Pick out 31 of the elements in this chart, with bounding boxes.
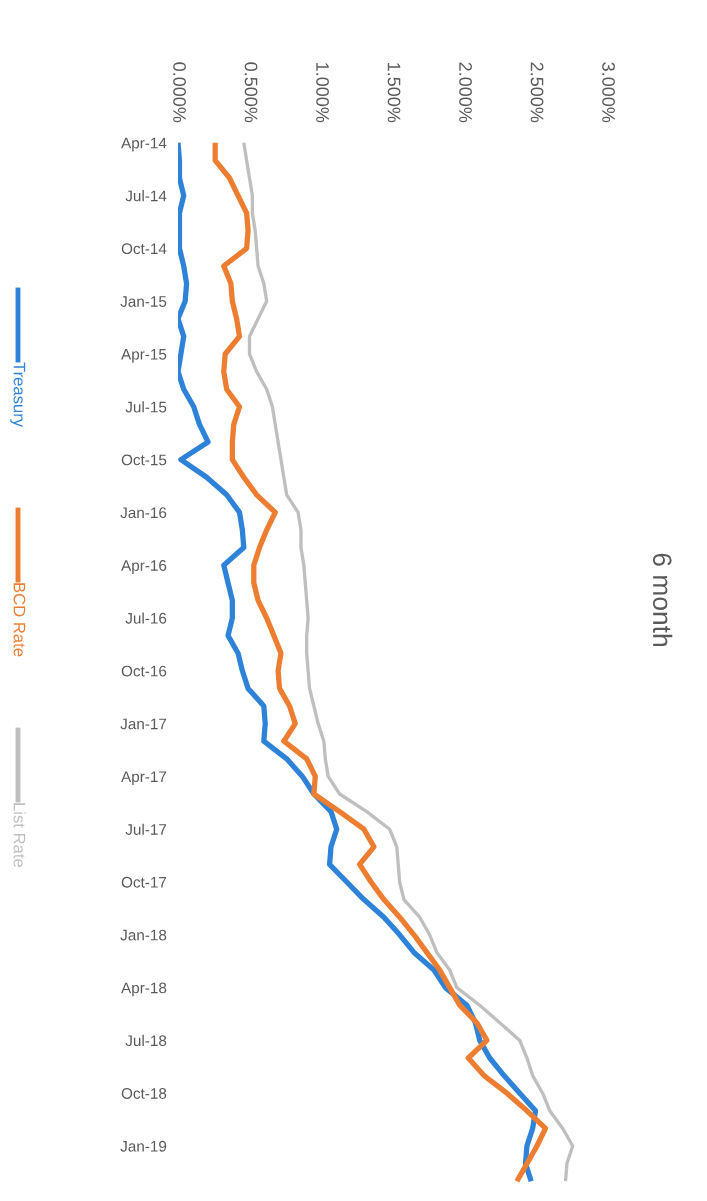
y-tick-label: Jan-19	[120, 1140, 167, 1152]
text: 6 month	[652, 553, 673, 646]
x-tick-label: 2.500%	[530, 62, 544, 123]
y-tick-label: Jul-17	[125, 823, 167, 835]
x-tick-label: 0.000%	[173, 62, 186, 123]
x-tick-label: 1.000%	[316, 63, 329, 123]
y-tick-label: Apr-14	[121, 137, 167, 152]
y-tick-label: Apr-16	[121, 560, 167, 574]
y-tick-label: Oct-14	[121, 243, 167, 255]
y-tick-label: Apr-15	[121, 349, 167, 363]
y-tick-label: Jan-18	[120, 929, 167, 941]
x-tick-label: 2.000%	[459, 62, 472, 123]
y-tick-label: Jul-16	[125, 612, 167, 624]
y-tick-label: Jan-17	[120, 718, 167, 730]
y-tick-label: Jul-15	[125, 401, 167, 413]
text: BCD Rate	[13, 583, 26, 657]
y-tick-label: Jul-14	[125, 190, 167, 202]
y-tick-label: Jan-15	[120, 296, 167, 307]
x-tick-label: 1.500%	[387, 63, 401, 123]
y-tick-label: Apr-18	[121, 982, 167, 997]
y-tick-label: Jul-18	[125, 1034, 167, 1047]
y-tick-label: Oct-15	[121, 454, 167, 466]
x-tick-label: 3.000%	[602, 62, 615, 123]
y-tick-label: Oct-17	[121, 876, 167, 888]
y-tick-label: Oct-16	[121, 665, 167, 677]
y-tick-label: Apr-17	[121, 771, 167, 786]
text: Treasury	[10, 362, 26, 428]
y-tick-label: Oct-18	[121, 1088, 167, 1099]
x-tick-label: 0.500%	[244, 62, 258, 123]
y-tick-label: Jan-16	[120, 507, 167, 519]
text: List Rate	[13, 803, 26, 868]
